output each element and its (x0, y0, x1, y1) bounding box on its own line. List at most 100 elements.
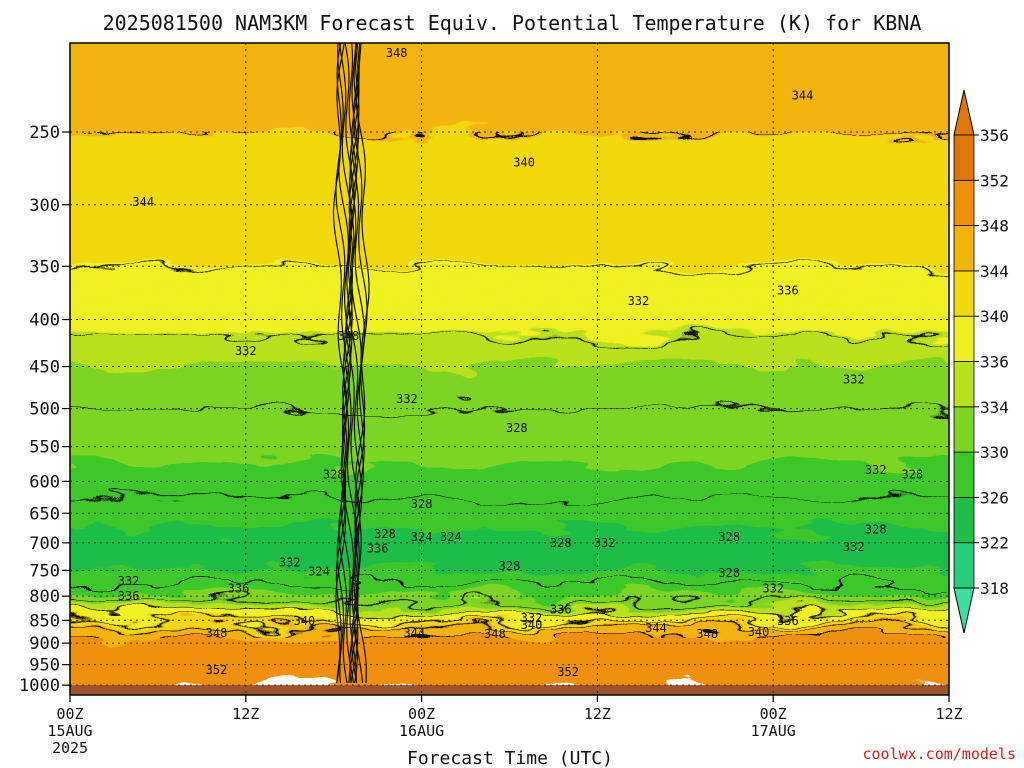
color-band (70, 314, 949, 323)
color-band (70, 539, 949, 545)
color-band (70, 647, 949, 653)
color-band (70, 424, 949, 432)
color-band (70, 585, 949, 591)
contour-label: 344 (645, 621, 667, 635)
color-band (70, 644, 949, 650)
color-band (70, 549, 949, 556)
contour-label: 324 (411, 530, 433, 544)
color-band (70, 320, 949, 329)
colorbar-label: 322 (980, 534, 1009, 553)
color-band (70, 338, 949, 346)
color-band (70, 370, 949, 379)
credit-text: coolwx.com/models (862, 745, 1016, 763)
color-band (70, 170, 949, 182)
color-band (70, 429, 949, 436)
color-band (70, 665, 949, 670)
color-band (70, 591, 949, 597)
colorbar-label: 318 (980, 579, 1009, 598)
contour-label: 340 (294, 614, 316, 628)
color-band (70, 61, 949, 75)
x-tick-label: 00Z (408, 705, 435, 723)
color-band (70, 546, 949, 552)
contour-label: 328 (506, 421, 528, 435)
contour-label: 332 (628, 294, 650, 308)
color-band (70, 433, 949, 441)
y-tick-label: 600 (29, 472, 60, 492)
contour-label: 352 (206, 663, 228, 677)
y-tick-label: 900 (29, 634, 60, 654)
color-band (70, 256, 949, 265)
color-band (70, 262, 949, 272)
color-band (70, 677, 949, 683)
color-band (70, 134, 949, 146)
contour-label: 352 (557, 665, 579, 679)
color-band (70, 572, 949, 578)
column-contour (338, 43, 353, 684)
y-tick-label: 250 (29, 123, 60, 143)
color-band (70, 349, 949, 357)
x-tick-label: 12Z (584, 705, 611, 723)
color-band (70, 675, 949, 680)
color-band (70, 234, 949, 244)
color-band (70, 203, 949, 214)
colorbar-label: 336 (980, 353, 1009, 372)
contour-label: 344 (792, 88, 814, 102)
contour-label: 328 (374, 527, 396, 541)
color-band (70, 391, 949, 399)
color-band (70, 161, 949, 173)
contour-label: 336 (228, 582, 250, 596)
color-band (70, 600, 949, 606)
y-tick-label: 950 (29, 656, 60, 676)
colorbar-label: 340 (980, 307, 1009, 326)
color-band (70, 556, 949, 562)
contour-lines (70, 131, 949, 639)
contour-label: 332 (279, 555, 301, 569)
color-band (70, 415, 949, 423)
contour-label: 336 (550, 602, 572, 616)
color-band (70, 302, 949, 311)
color-band (70, 532, 949, 539)
color-band (70, 468, 949, 475)
contour-label: 336 (367, 541, 389, 555)
color-band (70, 43, 949, 52)
column-contour (355, 43, 370, 684)
color-band (70, 642, 949, 647)
color-band (70, 625, 949, 631)
y-tick-label: 450 (29, 358, 60, 378)
contour-label: 348 (696, 627, 718, 641)
contour-label: 336 (777, 614, 799, 628)
color-band (70, 211, 949, 222)
x-tick-label: 00Z (760, 705, 787, 723)
color-band (70, 455, 949, 462)
color-band (70, 94, 949, 107)
color-band (70, 575, 949, 581)
color-band (70, 179, 949, 190)
color-band (70, 672, 949, 678)
x-tick-date: 16AUG (399, 722, 444, 740)
contour-label: 332 (843, 373, 865, 387)
color-band (70, 680, 949, 685)
color-band (70, 360, 949, 368)
color-band (70, 503, 949, 510)
contour-label: 328 (718, 530, 740, 544)
color-band (70, 536, 949, 542)
contour-label: 344 (132, 195, 154, 209)
color-band (70, 343, 949, 352)
contour-label: 332 (396, 392, 418, 406)
contour-label: 340 (748, 625, 770, 639)
color-band (70, 559, 949, 565)
colorbar-segment (953, 496, 975, 544)
colorbar-label: 330 (980, 443, 1009, 462)
color-band (70, 578, 949, 584)
grid-lines (70, 43, 949, 695)
color-band (70, 652, 949, 658)
contour-label: 348 (386, 46, 408, 60)
contour-label: 328 (865, 523, 887, 537)
colorbar-segment (953, 361, 975, 408)
color-band (70, 605, 949, 611)
color-band (70, 219, 949, 230)
colorbar-segment (953, 270, 975, 317)
